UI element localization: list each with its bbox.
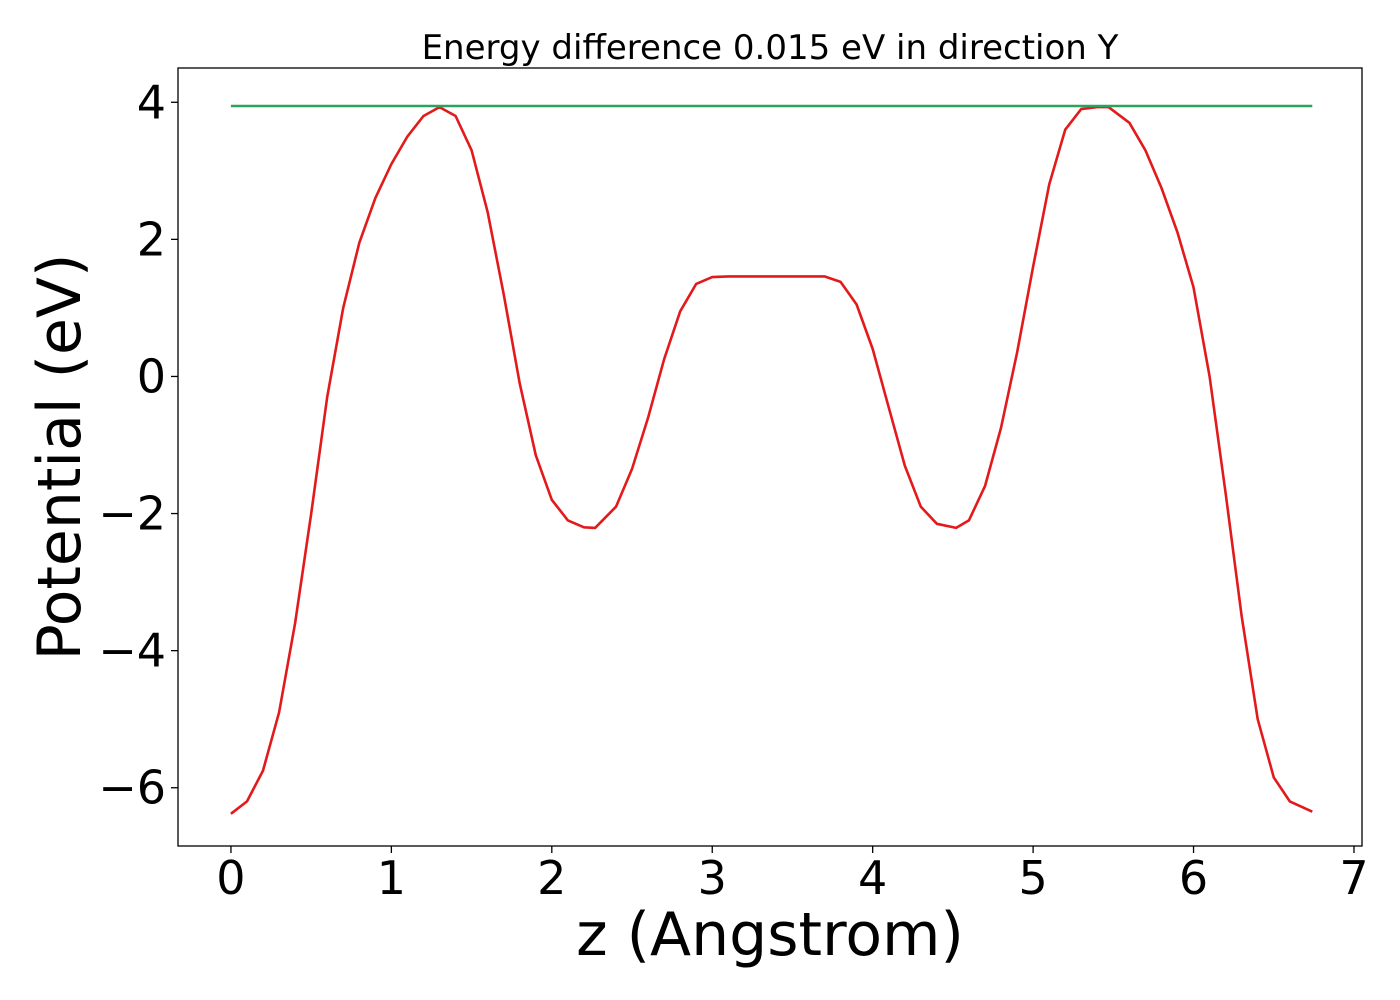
plot-frame [177, 67, 1363, 847]
x-tick-label: 0 [216, 851, 245, 905]
series-layer [230, 104, 1313, 815]
x-tick-label: 5 [1018, 851, 1047, 905]
x-tick-label: 2 [537, 851, 566, 905]
y-axis-label: Potential (eV) [25, 254, 95, 661]
y-tick-label: −4 [98, 624, 166, 678]
y-tick-label: 4 [137, 75, 166, 129]
x-axis: 0 1 2 3 4 5 6 7 [216, 846, 1369, 905]
x-axis-label: z (Angstrom) [576, 900, 964, 970]
x-tick-label: 7 [1339, 851, 1368, 905]
x-tick-label: 3 [698, 851, 727, 905]
x-tick-label: 4 [858, 851, 887, 905]
x-tick-label: 1 [377, 851, 406, 905]
y-tick-label: 2 [137, 212, 166, 266]
chart-title: Energy difference 0.015 eV in direction … [422, 28, 1119, 68]
x-tick-label: 6 [1179, 851, 1208, 905]
y-tick-label: −6 [98, 761, 166, 815]
y-tick-label: −2 [98, 487, 166, 541]
series-line-0 [230, 105, 1313, 815]
y-tick-label: 0 [137, 349, 166, 403]
y-axis: −6 −4 −2 0 2 4 [98, 75, 178, 815]
